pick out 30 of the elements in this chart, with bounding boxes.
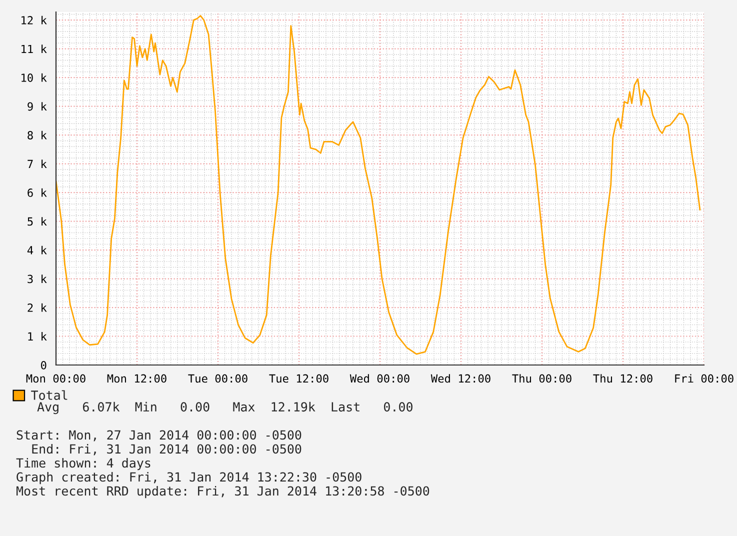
y-tick-label: 10 k [22, 73, 47, 82]
x-tick-label: Fri 00:00 [675, 374, 734, 383]
x-tick-label: Thu 00:00 [512, 374, 572, 383]
text: Avg 6.07k Min 0.00 Max 12.19k Last 0.00 [37, 402, 412, 414]
line-series [56, 15, 701, 355]
x-tick-label: Wed 00:00 [350, 374, 410, 383]
y-tick-label: 8 k [28, 130, 47, 140]
text: End: Fri, 31 Jan 2014 00:00:00 -0500 [32, 444, 302, 456]
y-tick-label: 1 k [28, 332, 47, 341]
y-tick-label: 6 k [28, 188, 47, 197]
text: Time shown: 4 days [16, 458, 150, 470]
text: Graph created: Fri, 31 Jan 2014 13:22:30 -0500 [16, 472, 362, 484]
x-tick-label: Tue 00:00 [188, 374, 248, 383]
y-tick-label: 12 k [22, 16, 47, 24]
x-tick-label: Wed 12:00 [430, 374, 490, 383]
y-tick-label: 9 k [28, 102, 47, 111]
text: Start: Mon, 27 Jan 2014 00:00:00 -0500 [16, 430, 302, 442]
y-tick-label: 7 k [28, 160, 47, 168]
y-tick-label: 4 k [27, 246, 47, 254]
x-tick-label: Tue 12:00 [269, 374, 328, 383]
y-tick-label: 5 k [28, 217, 47, 226]
y-tick-label: 2 k [28, 303, 47, 312]
y-tick-label: 0 [41, 361, 46, 370]
y-tick-label: 3 k [28, 274, 47, 284]
x-tick-label: Mon 12:00 [107, 374, 166, 383]
x-tick-label: Mon 00:00 [26, 374, 86, 383]
x-tick-label: Thu 12:00 [593, 374, 652, 383]
legend-label: Total [31, 390, 68, 400]
y-tick-label: 11 k [22, 44, 47, 54]
text: Most recent RRD update: Fri, 31 Jan 2014 13:20:58 -0500 [16, 486, 430, 498]
